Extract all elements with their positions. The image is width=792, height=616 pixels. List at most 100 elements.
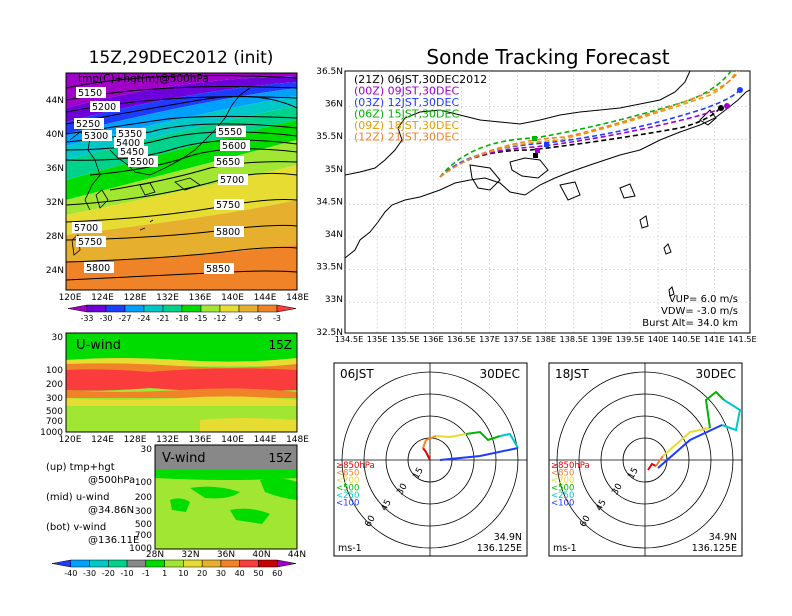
track-coastline: [345, 71, 750, 297]
wind-colorbar-swatch: [164, 559, 184, 568]
hodo1-trace: [422, 430, 519, 461]
map500-colorbar-swatch: [143, 304, 164, 313]
map500-band: [66, 82, 297, 134]
hodo2-lat: 34.9N: [709, 532, 737, 543]
hodo2-time: 18JST: [555, 367, 589, 381]
wind-colorbar-label: 40: [235, 569, 245, 578]
svg-text:5450: 5450: [120, 147, 144, 158]
uwind-y-tick: 200: [46, 380, 63, 390]
hodo-ring-label: 45: [379, 498, 393, 513]
map500-lat-tick: 32N: [46, 198, 64, 208]
uwind-x-tick: 120E: [59, 435, 82, 445]
uwind-x-tick: 140E: [221, 435, 244, 445]
track-lon-tick: 137.5E: [503, 334, 532, 344]
map500-lon-tick: 132E: [156, 293, 179, 303]
wind-colorbar-swatch: [239, 559, 259, 568]
vwind-y-tick: 700: [135, 531, 152, 541]
vwind-y-tick: 1000: [129, 544, 152, 554]
hodo-legend-item: <700: [336, 476, 359, 486]
map500-colorbar-label: -6: [254, 314, 262, 323]
uwind-y-tick: 100: [46, 366, 63, 376]
map500-colorbar-label: -33: [80, 314, 93, 323]
track-lon-tick: 140E: [648, 334, 669, 344]
svg-text:5250: 5250: [76, 119, 100, 130]
track-lat-tick: 32.5N: [316, 328, 343, 338]
map500-colorbar-swatch: [219, 304, 240, 313]
hodo-legend-item: <250: [551, 491, 574, 501]
uwind-x-tick: 144E: [254, 435, 277, 445]
track-map-panel: (21Z) 06JST,30DEC2012(00Z) 09JST,30DEC(0…: [316, 67, 757, 344]
map500-colorbar-label: -18: [175, 314, 188, 323]
uwind-y-tick: 700: [46, 417, 63, 427]
note-up-a: (up) tmp+hgt: [46, 462, 115, 473]
wind-colorbar-label: 1: [162, 569, 167, 578]
track-lon-tick: 141E: [704, 334, 725, 344]
svg-text:5800: 5800: [86, 263, 110, 274]
svg-text:5650: 5650: [216, 157, 240, 168]
svg-text:5700: 5700: [220, 175, 244, 186]
hodo2-legend: ≥850hPa<850<700<500<250<100: [551, 461, 590, 509]
wind-colorbar-swatch: [145, 559, 165, 568]
wind-colorbar-label: 30: [216, 569, 226, 578]
hodo-legend-item: ≥850hPa: [336, 461, 375, 471]
wind-colorbar-label: 60: [272, 569, 282, 578]
map500-band: [66, 76, 297, 122]
note-bot-b: @136.11E: [88, 535, 139, 546]
map500-colorbar-swatch: [257, 304, 278, 313]
wind-colorbar-label: -1: [142, 569, 150, 578]
map500-lon-tick: 124E: [91, 293, 114, 303]
uwind-x-tick: 132E: [156, 435, 179, 445]
map500-lon-tick: 120E: [59, 293, 82, 303]
uwind-x-tick: 136E: [189, 435, 212, 445]
uwind-x-tick: 124E: [91, 435, 114, 445]
map500-label: tmp(C)+hgt(m)@500hPa: [78, 73, 209, 85]
track-lon-ticks: 134.5E 135E 135.5E 136E 136.5E 137E 137.5E 138E…: [335, 334, 757, 344]
wind-colorbar-swatch: [89, 559, 109, 568]
vwind-y-tick: 100: [135, 478, 152, 488]
hodo-ring-label: 45: [594, 498, 608, 513]
hodo-ring-label: 15: [411, 466, 425, 481]
vwind-x-tick: 32N: [181, 550, 199, 560]
track-lon-tick: 141.5E: [728, 334, 757, 344]
wind-colorbar-label: -40: [64, 569, 77, 578]
wind-colorbar-swatch: [183, 559, 203, 568]
hodo-legend-item: <250: [336, 491, 359, 501]
hodo-ring-label: 15: [626, 466, 640, 481]
track-legend-item: (21Z) 06JST,30DEC2012: [354, 73, 487, 86]
map500-band: [66, 200, 297, 262]
vwind-y-tick: 30: [141, 445, 153, 455]
wind-colorbar-swatch: [70, 559, 90, 568]
track-lat-tick: 33N: [325, 295, 343, 305]
track-lon-tick: 136.5E: [447, 334, 476, 344]
wind-colorbar-label: 50: [253, 569, 263, 578]
hodo-legend-item: <500: [336, 484, 359, 494]
svg-text:5500: 5500: [130, 157, 154, 168]
uwind-y-tick: 300: [46, 394, 63, 404]
hodo-legend-item: <100: [551, 499, 574, 509]
map500-colorbar-swatch: [162, 304, 183, 313]
hodo-legend-item: <850: [336, 469, 359, 479]
wind-colorbar: -40 -30 -20 -10 -1 1 10 20 30 40 50 60: [51, 559, 297, 578]
track-lat-tick: 36.5N: [316, 67, 343, 77]
map500-lon-tick: 128E: [124, 293, 147, 303]
map500-lat-tick: 28N: [46, 232, 64, 242]
svg-text:5850: 5850: [206, 264, 230, 275]
vwind-x-tick: 40N: [252, 550, 270, 560]
map500-lon-tick: 148E: [286, 293, 309, 303]
svg-text:5300: 5300: [84, 131, 108, 142]
hodo2-date: 30DEC: [696, 367, 736, 381]
track-lon-tick: 135.5E: [391, 334, 420, 344]
sonde-tracks: [439, 71, 743, 178]
hodo2-trace: [647, 390, 742, 471]
map500-colorbar-swatch: [276, 304, 297, 313]
map500-contour-labels: 5150 5200 5250 5300 5350 5400 5450 5500 …: [72, 87, 250, 275]
track-03z: [439, 89, 741, 178]
map500-colorbar-label: -3: [273, 314, 281, 323]
svg-text:5700: 5700: [74, 223, 98, 234]
track-lat-tick: 34N: [325, 230, 343, 240]
track-lon-tick: 140.5E: [672, 334, 701, 344]
svg-text:5150: 5150: [78, 88, 102, 99]
